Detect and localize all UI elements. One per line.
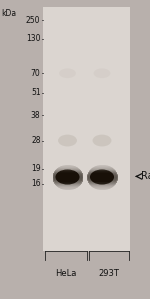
Text: 38: 38 — [31, 111, 40, 120]
Bar — [43, 7, 130, 251]
Text: 51: 51 — [31, 88, 40, 97]
Ellipse shape — [90, 170, 114, 184]
Text: Rad6: Rad6 — [141, 171, 150, 181]
Text: 19: 19 — [31, 164, 40, 173]
Ellipse shape — [56, 170, 80, 184]
Text: 28: 28 — [31, 136, 40, 145]
Text: HeLa: HeLa — [55, 269, 77, 278]
Text: 130: 130 — [26, 34, 40, 43]
Text: kDa: kDa — [1, 9, 16, 18]
Text: 70: 70 — [31, 69, 40, 78]
Text: 250: 250 — [26, 16, 40, 25]
Ellipse shape — [93, 135, 111, 147]
Text: 293T: 293T — [98, 269, 119, 278]
Text: 16: 16 — [31, 179, 40, 188]
Ellipse shape — [94, 68, 110, 78]
Ellipse shape — [59, 68, 76, 78]
Ellipse shape — [58, 135, 77, 147]
